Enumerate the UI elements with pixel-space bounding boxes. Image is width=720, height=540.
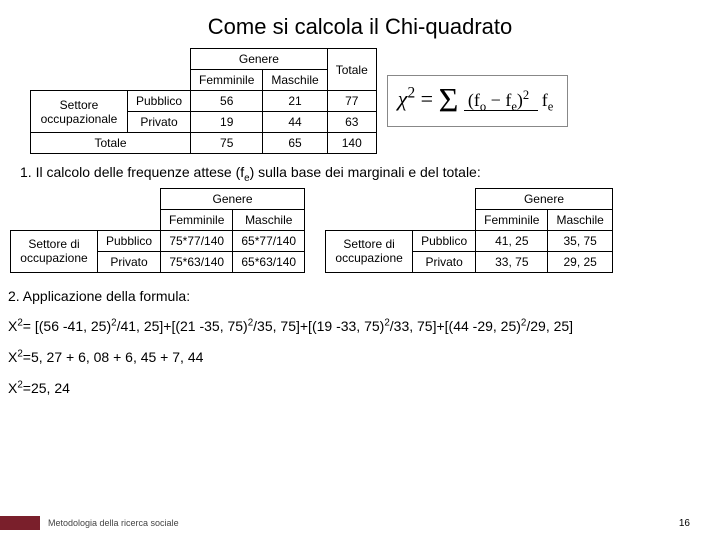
cell: 75 <box>191 133 263 154</box>
col-group-header: Genere <box>476 188 613 209</box>
cell: 56 <box>191 91 263 112</box>
cell: 63 <box>327 112 376 133</box>
total-row-header: Totale <box>31 133 191 154</box>
row-pubblico: Pubblico <box>128 91 191 112</box>
col-femminile: Femminile <box>191 70 263 91</box>
observed-table: Genere Totale Femminile Maschile Settore… <box>30 48 377 154</box>
col-femminile: Femminile <box>476 209 548 230</box>
row-pubblico: Pubblico <box>413 230 476 251</box>
col-group-header: Genere <box>161 188 305 209</box>
footer-accent-bar <box>0 516 40 530</box>
chi-symbol: χ <box>398 86 408 111</box>
cell: 33, 75 <box>476 251 548 272</box>
row-group: Settore di occupazione <box>11 230 98 272</box>
calc-line-2: X2=5, 27 + 6, 08 + 6, 45 + 7, 44 <box>8 344 712 371</box>
col-maschile: Maschile <box>233 209 305 230</box>
page-number: 16 <box>679 518 720 529</box>
expected-values-table: Genere Femminile Maschile Settore di occ… <box>325 188 613 273</box>
row-privato: Privato <box>413 251 476 272</box>
expected-formula-table: Genere Femminile Maschile Settore di occ… <box>10 188 305 273</box>
row-group: Settore di occupazione <box>326 230 413 272</box>
row-pubblico: Pubblico <box>98 230 161 251</box>
cell: 41, 25 <box>476 230 548 251</box>
footer: Metodologia della ricerca sociale 16 <box>0 516 720 530</box>
step1-heading: 1. Il calcolo delle frequenze attese (fe… <box>0 154 720 188</box>
fraction: (fo − fe)2 fe <box>464 88 557 115</box>
calc-line-3: X2=25, 24 <box>8 375 712 402</box>
expected-tables-row: Genere Femminile Maschile Settore di occ… <box>0 188 720 273</box>
col-maschile: Maschile <box>263 70 327 91</box>
cell: 77 <box>327 91 376 112</box>
cell: 75*77/140 <box>161 230 233 251</box>
top-section: Genere Totale Femminile Maschile Settore… <box>0 48 720 154</box>
total-col-header: Totale <box>327 49 376 91</box>
row-group: Settore occupazionale <box>31 91 128 133</box>
col-femminile: Femminile <box>161 209 233 230</box>
col-maschile: Maschile <box>548 209 612 230</box>
calculation-block: 2. Applicazione della formula: X2= [(56 … <box>0 273 720 411</box>
cell: 19 <box>191 112 263 133</box>
cell: 65 <box>263 133 327 154</box>
row-privato: Privato <box>128 112 191 133</box>
cell: 21 <box>263 91 327 112</box>
calc-line-1: X2= [(56 -41, 25)2/41, 25]+[(21 -35, 75)… <box>8 313 712 340</box>
cell: 65*63/140 <box>233 251 305 272</box>
eq: = <box>415 86 438 111</box>
chi-square-formula: χ2 = Σ (fo − fe)2 fe <box>387 75 569 127</box>
step2-heading: 2. Applicazione della formula: <box>8 283 712 310</box>
cell: 75*63/140 <box>161 251 233 272</box>
col-group-header: Genere <box>191 49 328 70</box>
slide-title: Come si calcola il Chi-quadrato <box>0 0 720 48</box>
cell: 29, 25 <box>548 251 612 272</box>
cell: 35, 75 <box>548 230 612 251</box>
sigma-icon: Σ <box>439 82 459 119</box>
row-privato: Privato <box>98 251 161 272</box>
exp-2: 2 <box>407 85 415 102</box>
cell: 65*77/140 <box>233 230 305 251</box>
cell: 140 <box>327 133 376 154</box>
footer-text: Metodologia della ricerca sociale <box>40 518 679 528</box>
cell: 44 <box>263 112 327 133</box>
